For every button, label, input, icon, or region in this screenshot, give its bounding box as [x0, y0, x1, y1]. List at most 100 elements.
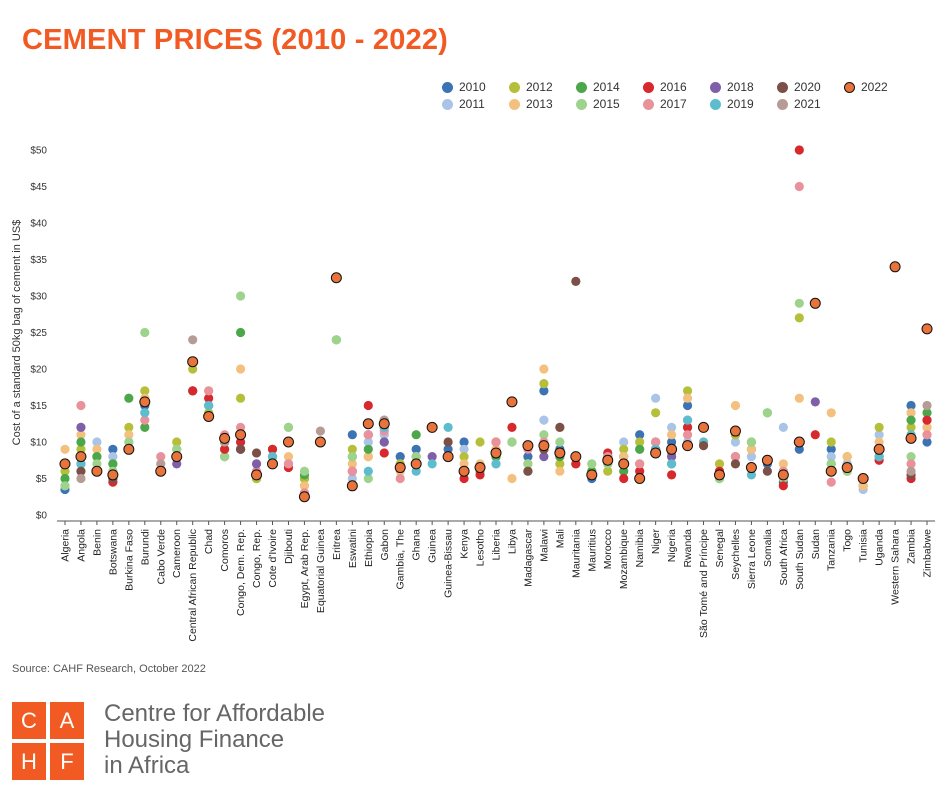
legend-label: 2013	[526, 97, 553, 111]
point-2019	[491, 459, 501, 469]
point-2022	[698, 421, 710, 433]
point-2012	[76, 444, 86, 454]
point-2014	[922, 408, 932, 418]
x-tick-label: South Africa	[778, 529, 790, 586]
point-2013	[283, 452, 294, 462]
y-tick-label: $25	[30, 328, 47, 339]
point-2011	[778, 422, 788, 432]
point-2013	[539, 364, 549, 374]
point-2013	[555, 466, 565, 476]
point-2018	[539, 452, 549, 462]
legend-marker	[710, 98, 721, 110]
point-2012	[603, 466, 613, 476]
x-tick-label: Sudan	[810, 529, 822, 560]
point-2021	[76, 473, 86, 484]
legend-marker	[576, 98, 587, 110]
point-2013	[92, 444, 102, 454]
x-tick-label: Cabo Verde	[155, 529, 167, 585]
point-2012	[826, 437, 836, 447]
point-2017	[651, 437, 661, 447]
x-tick-label: Djibouti	[283, 529, 295, 564]
point-2015	[283, 422, 294, 432]
x-tick-label: Tanzania	[826, 529, 838, 571]
point-2012	[794, 313, 804, 323]
point-2012	[347, 444, 357, 454]
x-tick-label: Tunisia	[858, 529, 870, 563]
point-2013	[874, 437, 884, 447]
org-line-1: Centre for Affordable	[104, 700, 326, 727]
point-2010	[794, 444, 804, 454]
point-2022	[777, 469, 789, 481]
point-2022	[873, 443, 885, 455]
point-2017	[682, 430, 693, 440]
x-tick-label: Cameroon	[171, 529, 183, 578]
point-2016	[475, 470, 485, 480]
point-2014	[76, 437, 86, 447]
point-2015	[826, 459, 836, 469]
point-2015	[794, 298, 804, 308]
point-2014	[92, 452, 102, 462]
point-2022	[586, 469, 598, 481]
y-tick-label: $35	[30, 255, 47, 266]
point-2010	[826, 444, 836, 454]
point-2020	[762, 466, 772, 476]
point-2011	[826, 452, 836, 462]
point-2017	[730, 452, 741, 462]
point-2020	[523, 466, 533, 476]
point-2017	[283, 459, 294, 469]
point-2021	[922, 400, 932, 411]
source-note: Source: CAHF Research, October 2022	[12, 663, 206, 675]
point-2022	[921, 323, 933, 335]
legend-label: 2016	[660, 80, 687, 94]
x-tick-label: Madagascar	[522, 528, 534, 586]
point-2022	[729, 425, 741, 437]
point-2015	[523, 459, 533, 469]
point-2015	[140, 327, 150, 338]
point-2016	[204, 393, 214, 403]
legend-item-2018: 2018	[710, 80, 754, 94]
point-2015	[92, 459, 102, 469]
point-2020	[555, 422, 565, 432]
point-2016	[810, 430, 820, 440]
point-2016	[778, 481, 788, 491]
point-2022	[474, 462, 486, 474]
x-tick-label: Angola	[75, 529, 87, 562]
point-2019	[76, 459, 86, 469]
point-2019	[443, 422, 453, 432]
point-2013	[363, 452, 373, 462]
x-tick-label: Ethiopia	[363, 529, 375, 567]
point-2015	[411, 452, 421, 462]
legend-marker	[509, 98, 520, 110]
point-2022	[570, 451, 582, 463]
x-tick-label: Togo	[842, 529, 854, 552]
point-2014	[411, 430, 421, 440]
point-2022	[825, 465, 837, 477]
logo-letter-h: H	[12, 743, 46, 780]
x-tick-label: Liberia	[491, 529, 503, 561]
point-2013	[794, 393, 804, 403]
point-2017	[922, 430, 932, 440]
legend-item-2022: 2022	[844, 80, 888, 94]
point-2016	[188, 386, 198, 396]
point-2019	[411, 466, 421, 476]
point-2019	[667, 459, 677, 469]
x-tick-label: Morocco	[602, 529, 614, 569]
point-2022	[666, 443, 678, 455]
point-2012	[555, 459, 565, 469]
x-tick-label: Mauritius	[586, 529, 598, 572]
point-2013	[826, 408, 836, 418]
x-tick-label: Congo, Rep.	[251, 529, 263, 588]
point-2022	[251, 469, 263, 481]
x-tick-label: Gambia, The	[395, 529, 407, 590]
point-2016	[571, 459, 581, 469]
legend-item-2021: 2021	[777, 97, 821, 111]
legend-label: 2021	[794, 97, 821, 111]
logo-letter-f: F	[50, 743, 84, 780]
legend-marker	[643, 98, 654, 110]
point-2010	[523, 452, 533, 462]
point-2013	[507, 473, 517, 484]
point-2022	[889, 261, 901, 273]
point-2016	[363, 400, 373, 411]
point-2022	[841, 462, 853, 474]
legend-item-2014: 2014	[576, 80, 620, 94]
